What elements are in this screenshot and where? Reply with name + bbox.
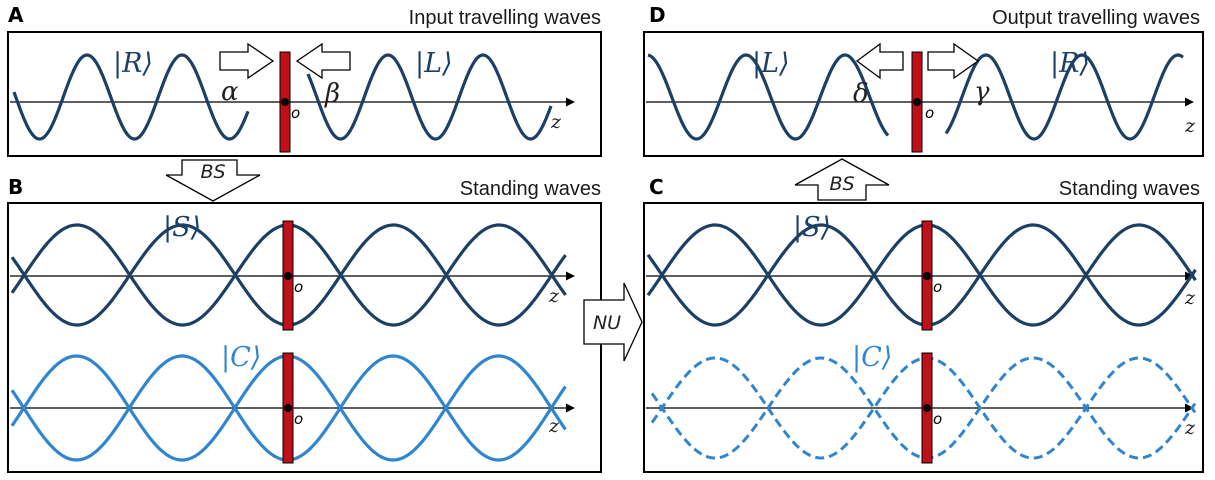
panel-c-title: Standing waves [1059, 178, 1200, 200]
z-label-c-top: z [1184, 287, 1196, 309]
ket-d-r: |R⟩ [1050, 48, 1090, 79]
panel-d-frame [643, 31, 1204, 157]
z-label-d: z [1184, 115, 1196, 137]
origin-dot-b-top [284, 272, 292, 280]
panel-d-label: D [649, 3, 666, 27]
amplitude-arrow-beta [295, 42, 351, 80]
ket-b-c: |C⟩ [221, 342, 261, 373]
amplitude-arrow-delta [855, 42, 904, 80]
origin-label-c-bottom: o [933, 410, 942, 428]
wave-d-right-moving [944, 53, 1184, 141]
ket-b-s: |S⟩ [163, 212, 201, 243]
alpha-label: α [221, 77, 239, 107]
z-label-b-bottom: z [548, 415, 560, 437]
gamma-label: γ [974, 77, 990, 107]
panel-c-frame [643, 202, 1204, 473]
beta-label: β [324, 79, 340, 109]
origin-label-d: o [925, 104, 934, 122]
wave-c-c-negative-dashed [650, 356, 1197, 460]
bs-up-label: BS [829, 173, 854, 195]
ket-c-s: |S⟩ [793, 212, 831, 243]
panel-a-label: A [8, 3, 24, 27]
bs-down-label: BS [200, 161, 225, 183]
ket-a-r: |R⟩ [113, 48, 153, 79]
wave-a-right-moving [12, 53, 250, 141]
z-label-a: z [550, 111, 562, 133]
waves-layer [10, 53, 1197, 462]
origin-label-b-bottom: o [294, 410, 303, 428]
wave-a-left-moving [306, 53, 553, 141]
wave-d-left-moving [647, 53, 890, 141]
origin-label-b-top: o [294, 278, 303, 296]
origin-label-a: o [291, 104, 300, 122]
bs-up-arrow [794, 158, 890, 201]
amplitude-arrow-alpha [219, 42, 275, 80]
ket-d-l: |L⟩ [752, 48, 790, 79]
panel-b-label: B [8, 175, 23, 199]
wave-c-c-positive-dashed [650, 356, 1197, 460]
delta-label: δ [853, 79, 869, 109]
bs-down-arrow [165, 159, 261, 202]
origin-dot-c-top [923, 272, 931, 280]
amplitude-arrow-gamma [927, 42, 980, 80]
panel-c-label: C [649, 175, 664, 199]
origin-label-c-top: o [933, 278, 942, 296]
origin-dot-a [281, 98, 289, 106]
panel-a-title: Input travelling waves [409, 7, 601, 29]
panel-b-title: Standing waves [460, 178, 601, 200]
origin-dot-b-bottom [284, 404, 292, 412]
panel-b-frame [7, 202, 602, 473]
z-label-c-bottom: z [1184, 417, 1196, 439]
ket-a-l: |L⟩ [415, 48, 453, 79]
panel-a-frame [7, 31, 602, 157]
origin-dot-c-bottom [923, 404, 931, 412]
nu-label: NU [593, 312, 621, 334]
z-label-b-top: z [548, 285, 560, 307]
panel-d-title: Output travelling waves [992, 7, 1200, 29]
ket-c-c: |C⟩ [852, 342, 892, 373]
nu-arrow [583, 282, 643, 362]
origin-dot-d [913, 98, 921, 106]
